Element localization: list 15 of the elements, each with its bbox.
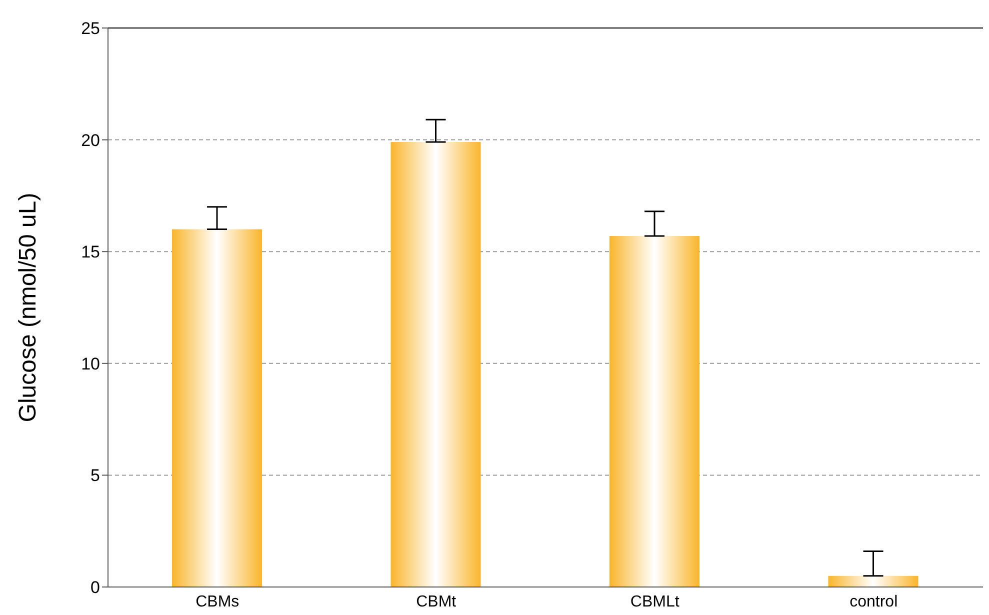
y-tick-label: 25 (81, 19, 100, 38)
y-tick-label: 15 (81, 242, 100, 262)
bar (828, 576, 918, 587)
y-tick-label: 10 (81, 354, 100, 374)
x-tick-label: CBMLt (630, 593, 680, 610)
y-tick-label: 5 (90, 466, 100, 486)
x-tick-label: CBMt (416, 593, 457, 610)
x-tick-label: control (850, 593, 898, 610)
bar (610, 236, 700, 587)
x-tick-label: CBMs (196, 593, 240, 610)
bar (172, 229, 262, 587)
bar (390, 142, 481, 587)
y-axis-title: Glucose (nmol/50 uL) (14, 192, 42, 422)
y-tick-label: 0 (90, 578, 100, 598)
y-tick-label: 20 (81, 130, 100, 150)
